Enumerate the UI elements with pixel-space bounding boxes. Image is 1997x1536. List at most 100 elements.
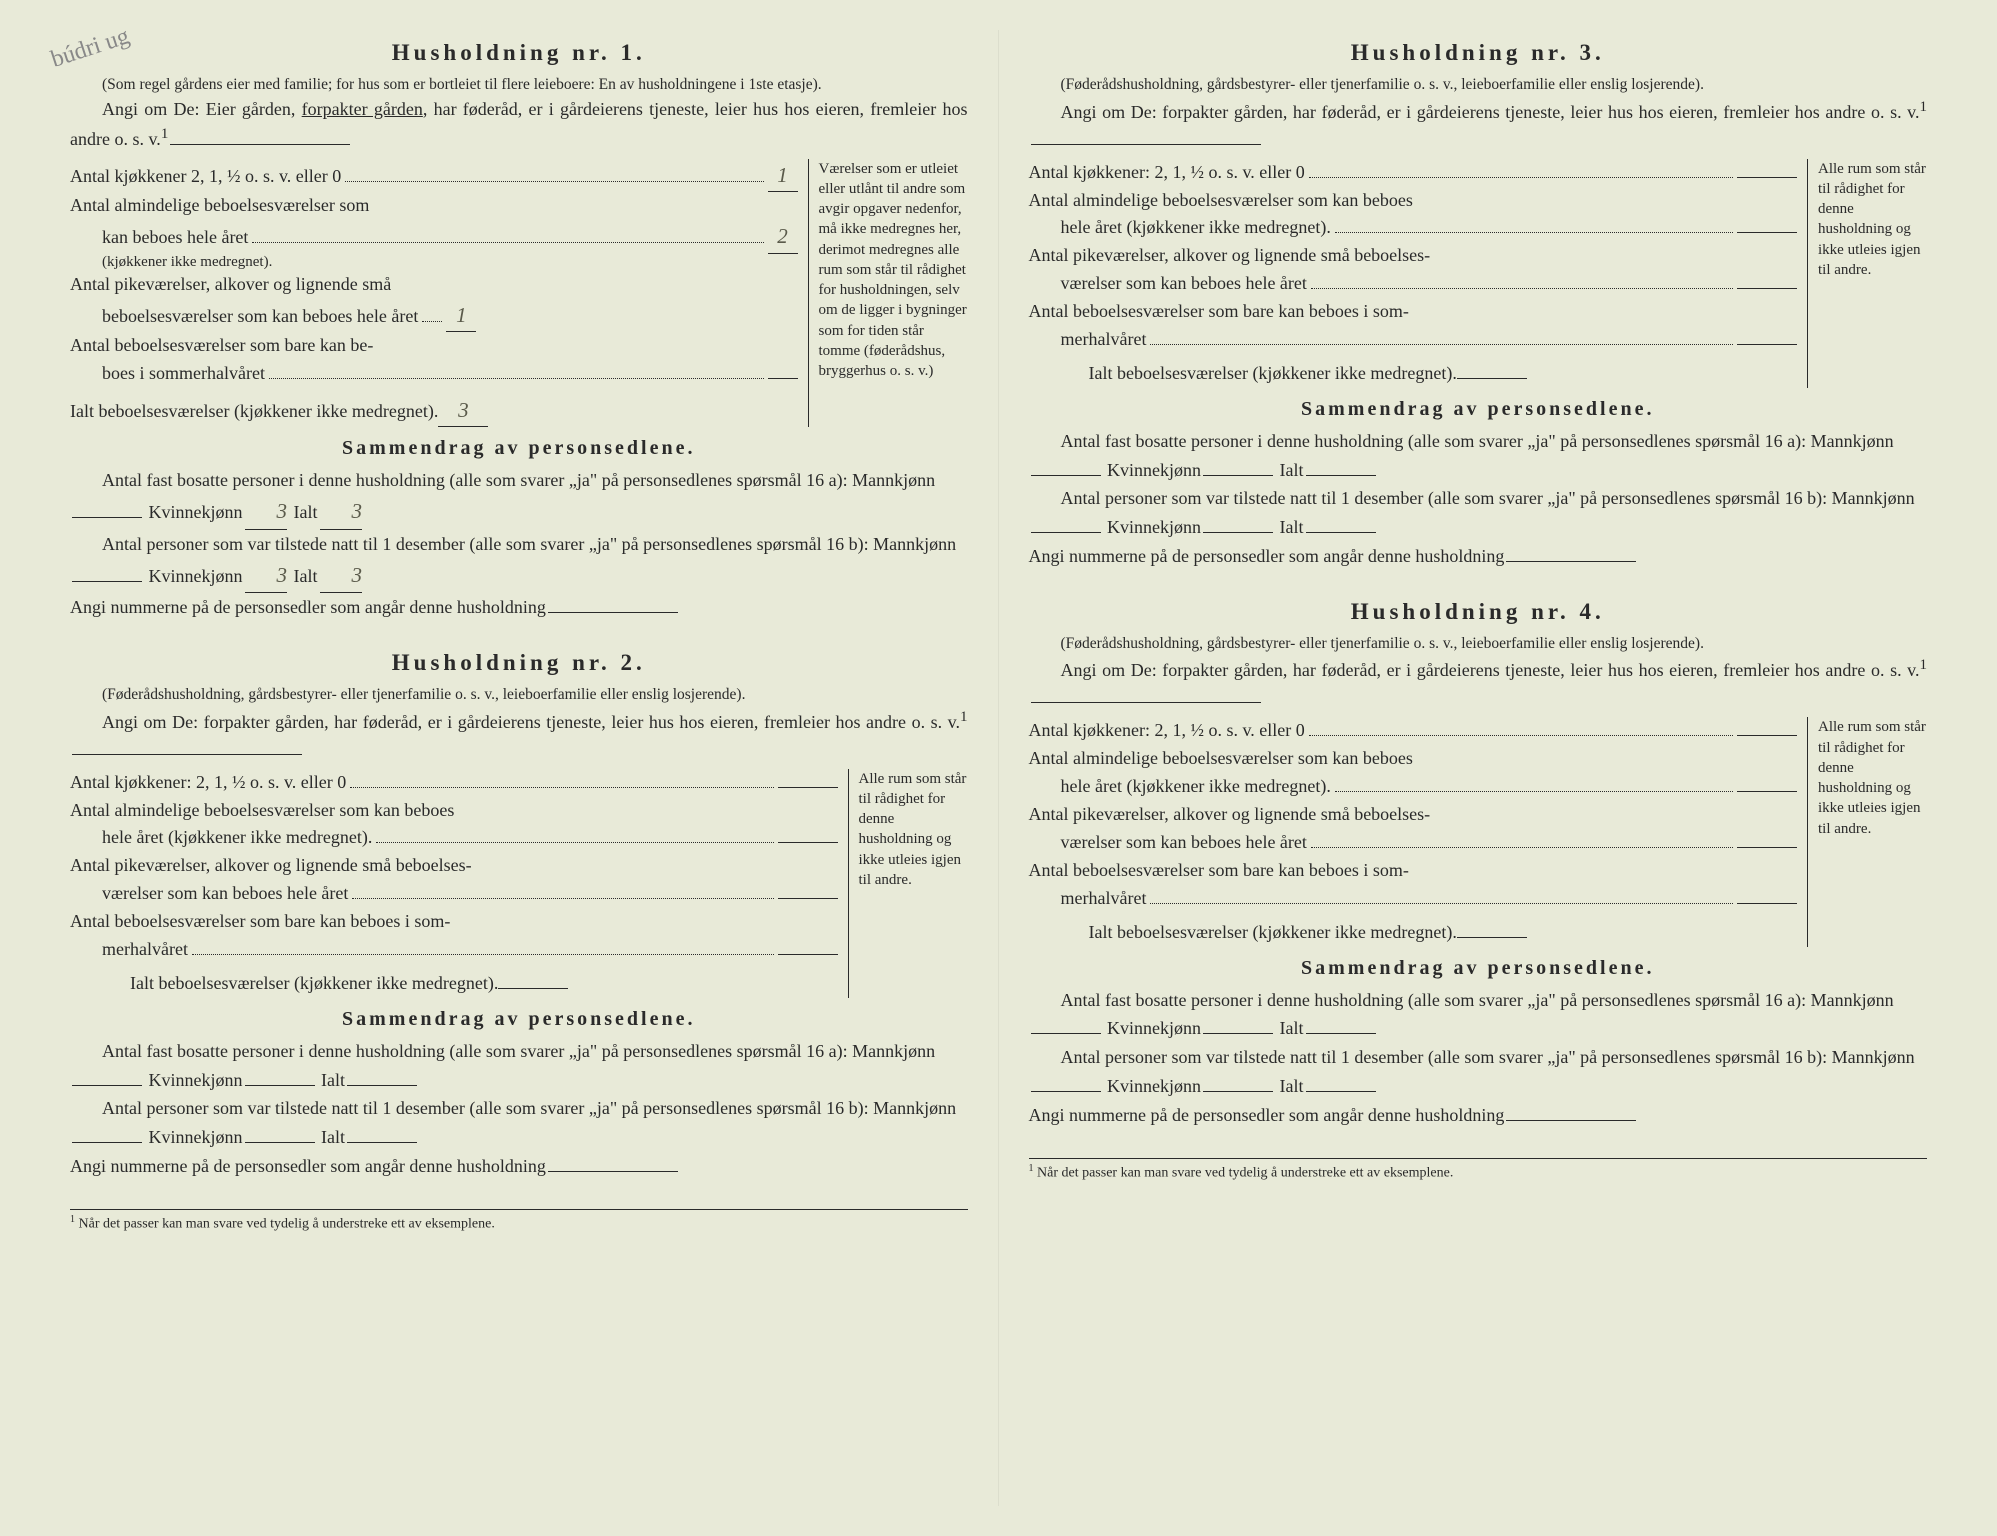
h4-rows: Antal kjøkkener: 2, 1, ½ o. s. v. eller … bbox=[1029, 717, 1798, 946]
h1-s1-kvinne: 3 bbox=[245, 495, 288, 530]
h2-r2b: hele året (kjøkkener ikke medregnet). bbox=[102, 824, 372, 852]
h2-v1 bbox=[778, 787, 838, 788]
h4-s1-ialt-label: Ialt bbox=[1280, 1018, 1304, 1038]
h2-angi-blank bbox=[72, 754, 302, 755]
h1-rows-block: Antal kjøkkener 2, 1, ½ o. s. v. eller 0… bbox=[70, 159, 968, 428]
h4-v5 bbox=[1457, 937, 1527, 938]
h3-r3a: Antal pikeværelser, alkover og lignende … bbox=[1029, 242, 1431, 270]
h3-s2-kvinne bbox=[1203, 532, 1273, 533]
h1-r2a: Antal almindelige beboelsesværelser som bbox=[70, 192, 369, 220]
h2-s1-mann bbox=[72, 1085, 142, 1086]
fn-left-text: Når det passer kan man svare ved tydelig… bbox=[79, 1216, 495, 1231]
h3-s3-line: Angi nummerne på de personsedler som ang… bbox=[1029, 542, 1928, 571]
h4-summary-title: Sammendrag av personsedlene. bbox=[1029, 957, 1928, 980]
h2-rows-block: Antal kjøkkener: 2, 1, ½ o. s. v. eller … bbox=[70, 769, 968, 998]
h4-s3-blank bbox=[1506, 1120, 1636, 1121]
h3-s2-mann bbox=[1031, 532, 1101, 533]
h3-v5 bbox=[1457, 378, 1527, 379]
h1-s3-blank bbox=[548, 612, 678, 613]
h2-s1-ialt-label: Ialt bbox=[321, 1070, 345, 1090]
h2-r2a: Antal almindelige beboelsesværelser som … bbox=[70, 797, 454, 825]
h2-v4 bbox=[778, 954, 838, 955]
h2-s2-kvinne-label: Kvinnekjønn bbox=[149, 1127, 243, 1147]
h3-s2-ialt bbox=[1306, 532, 1376, 533]
h1-angi-underlined: forpakter gården bbox=[302, 99, 423, 119]
h3-angi-text: Angi om De: forpakter gården, har føderå… bbox=[1061, 102, 1920, 122]
h2-summary-title: Sammendrag av personsedlene. bbox=[70, 1008, 968, 1031]
fn-left-num: 1 bbox=[70, 1214, 75, 1225]
h4-angi-blank bbox=[1031, 702, 1261, 703]
h4-s2-mann bbox=[1031, 1091, 1101, 1092]
section-h1: Husholdning nr. 1. (Som regel gårdens ei… bbox=[70, 40, 968, 622]
h3-s3-blank bbox=[1506, 561, 1636, 562]
h1-r4a: Antal beboelsesværelser som bare kan be- bbox=[70, 332, 373, 360]
h1-v1: 1 bbox=[768, 159, 798, 193]
h2-r4b: merhalvåret bbox=[102, 936, 188, 964]
h3-angi-blank bbox=[1031, 144, 1261, 145]
h2-s1-ialt bbox=[347, 1085, 417, 1086]
h2-s1-kvinne bbox=[245, 1085, 315, 1086]
section-h4: Husholdning nr. 4. (Føderådshusholdning,… bbox=[1029, 599, 1928, 1130]
h1-r3b: beboelsesværelser som kan beboes hele år… bbox=[102, 303, 418, 331]
h3-v4 bbox=[1737, 344, 1797, 345]
h1-sidenote: Værelser som er utleiet eller utlånt til… bbox=[808, 159, 968, 428]
h2-v3 bbox=[778, 898, 838, 899]
h2-r5: Ialt beboelsesværelser (kjøkkener ikke m… bbox=[130, 970, 498, 998]
h1-s1: Antal fast bosatte personer i denne hush… bbox=[70, 466, 968, 529]
h4-r3a: Antal pikeværelser, alkover og lignende … bbox=[1029, 801, 1431, 829]
h1-r4b: boes i sommerhalvåret bbox=[102, 360, 265, 388]
h1-s2-kvinne: 3 bbox=[245, 559, 288, 594]
h1-r2b: kan beboes hele året bbox=[102, 224, 248, 252]
h1-angi-pre: Angi om De: Eier gården, bbox=[102, 99, 302, 119]
h3-s1-ialt-label: Ialt bbox=[1280, 460, 1304, 480]
h1-s3-line: Angi nummerne på de personsedler som ang… bbox=[70, 593, 968, 622]
h3-r5: Ialt beboelsesværelser (kjøkkener ikke m… bbox=[1089, 360, 1457, 388]
h1-v4 bbox=[768, 378, 798, 379]
h4-s1-text: Antal fast bosatte personer i denne hush… bbox=[1061, 990, 1894, 1010]
h2-s2: Antal personer som var tilstede natt til… bbox=[70, 1094, 968, 1152]
h4-s1-kvinne-label: Kvinnekjønn bbox=[1107, 1018, 1201, 1038]
h3-angi: Angi om De: forpakter gården, har føderå… bbox=[1029, 96, 1928, 153]
h3-s1: Antal fast bosatte personer i denne hush… bbox=[1029, 427, 1928, 485]
h1-s2-ialt-label: Ialt bbox=[294, 566, 318, 586]
h3-fn-marker: 1 bbox=[1920, 99, 1928, 115]
h1-v5: 3 bbox=[438, 394, 488, 428]
h2-r3a: Antal pikeværelser, alkover og lignende … bbox=[70, 852, 472, 880]
h3-s2-text: Antal personer som var tilstede natt til… bbox=[1061, 488, 1915, 508]
fn-right-num: 1 bbox=[1029, 1163, 1034, 1174]
h2-s3-line: Angi nummerne på de personsedler som ang… bbox=[70, 1152, 968, 1181]
h2-s2-ialt bbox=[347, 1142, 417, 1143]
h2-s2-mann bbox=[72, 1142, 142, 1143]
footnote-left: 1 Når det passer kan man svare ved tydel… bbox=[70, 1209, 968, 1233]
h4-s1: Antal fast bosatte personer i denne hush… bbox=[1029, 986, 1928, 1044]
h1-r1: Antal kjøkkener 2, 1, ½ o. s. v. eller 0 bbox=[70, 163, 341, 191]
h4-sidenote: Alle rum som står til rådighet for denne… bbox=[1807, 717, 1927, 946]
h2-fn-marker: 1 bbox=[960, 709, 968, 725]
h2-s3-blank bbox=[548, 1171, 678, 1172]
h2-title: Husholdning nr. 2. bbox=[70, 650, 968, 676]
h1-s1-ialt: 3 bbox=[320, 495, 363, 530]
h3-r2a: Antal almindelige beboelsesværelser som … bbox=[1029, 187, 1413, 215]
h3-s2: Antal personer som var tilstede natt til… bbox=[1029, 484, 1928, 542]
h2-s3: Angi nummerne på de personsedler som ang… bbox=[70, 1156, 546, 1176]
fn-right-text: Når det passer kan man svare ved tydelig… bbox=[1037, 1165, 1453, 1180]
h2-r3b: værelser som kan beboes hele året bbox=[102, 880, 348, 908]
h4-r2a: Antal almindelige beboelsesværelser som … bbox=[1029, 745, 1413, 773]
h3-s1-kvinne bbox=[1203, 475, 1273, 476]
h2-v2 bbox=[778, 842, 838, 843]
h4-intro: (Føderådshusholdning, gårdsbestyrer- ell… bbox=[1029, 633, 1928, 655]
h4-v2 bbox=[1737, 791, 1797, 792]
h2-intro: (Føderådshusholdning, gårdsbestyrer- ell… bbox=[70, 684, 968, 706]
h4-angi: Angi om De: forpakter gården, har føderå… bbox=[1029, 654, 1928, 711]
h3-r4b: merhalvåret bbox=[1061, 326, 1147, 354]
h1-r2c: (kjøkkener ikke medregnet). bbox=[70, 254, 798, 271]
h4-s2-text: Antal personer som var tilstede natt til… bbox=[1061, 1047, 1915, 1067]
h2-angi: Angi om De: forpakter gården, har føderå… bbox=[70, 706, 968, 763]
h3-rows: Antal kjøkkener: 2, 1, ½ o. s. v. eller … bbox=[1029, 159, 1798, 388]
h4-s3: Angi nummerne på de personsedler som ang… bbox=[1029, 1105, 1505, 1125]
section-h3: Husholdning nr. 3. (Føderådshusholdning,… bbox=[1029, 40, 1928, 571]
h1-summary-title: Sammendrag av personsedlene. bbox=[70, 437, 968, 460]
h1-s2-kvinne-label: Kvinnekjønn bbox=[149, 566, 243, 586]
page-left: búdri ug Husholdning nr. 1. (Som regel g… bbox=[40, 30, 999, 1506]
footnote-right: 1 Når det passer kan man svare ved tydel… bbox=[1029, 1158, 1928, 1182]
